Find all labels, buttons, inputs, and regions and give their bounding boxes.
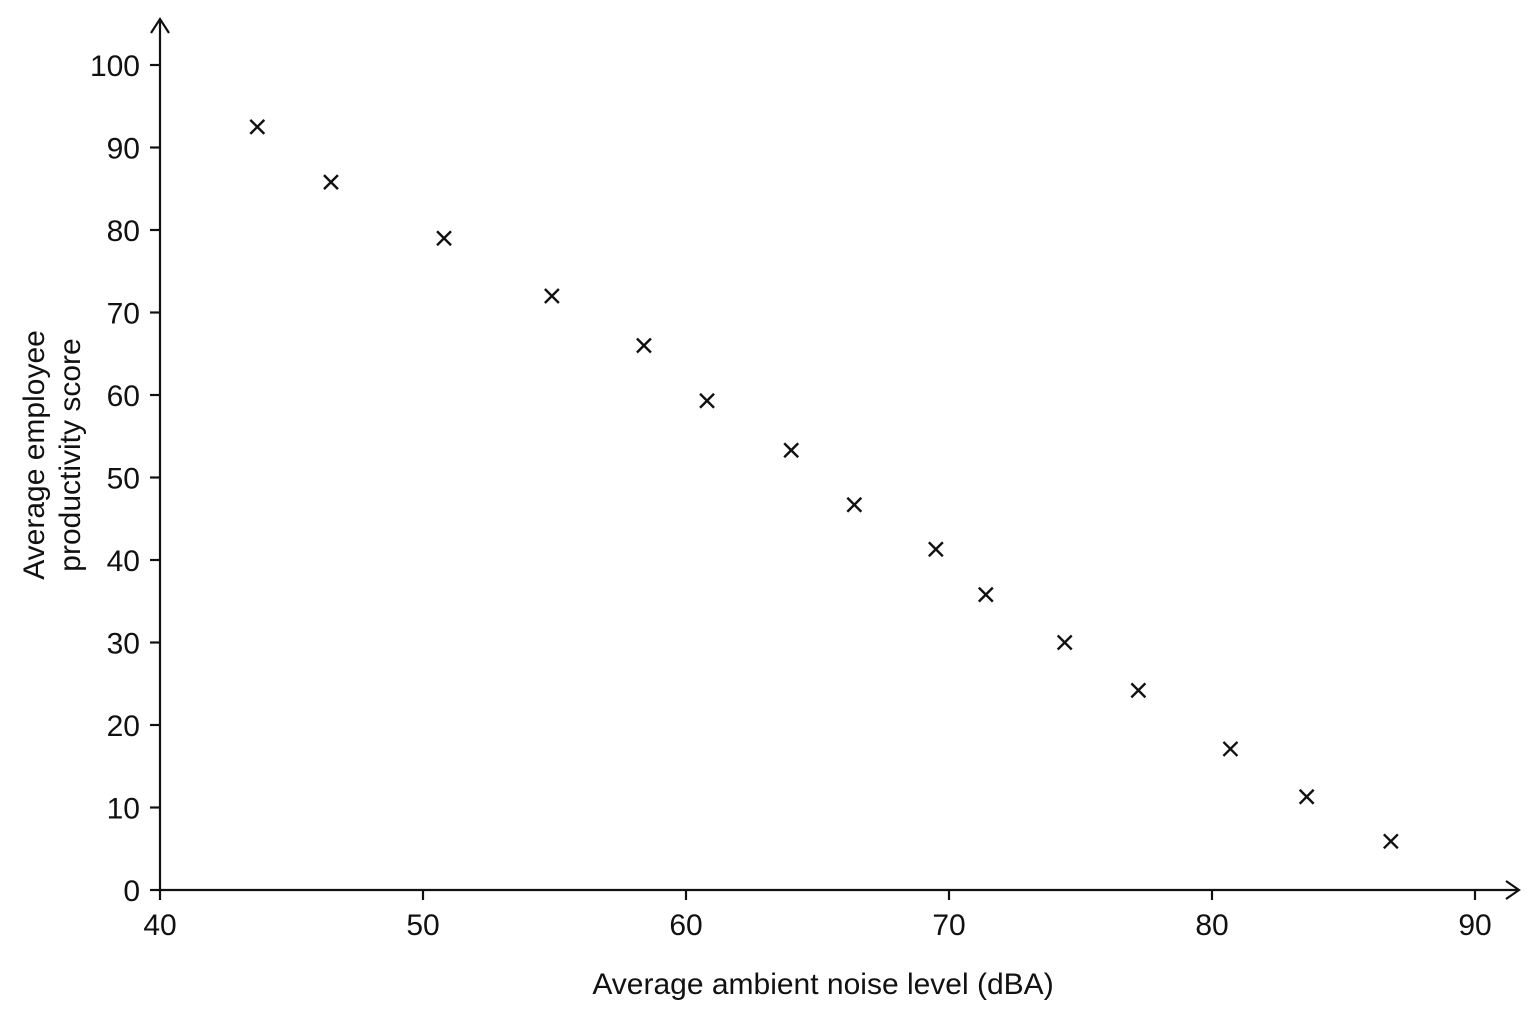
y-axis-arrow: [150, 16, 170, 34]
y-tick-label: 20: [107, 710, 140, 743]
y-tick-label: 70: [107, 298, 140, 331]
data-point: [323, 174, 339, 190]
y-tick-label: 10: [107, 793, 140, 826]
data-point: [636, 337, 652, 354]
data-point: [783, 442, 800, 459]
x-tick-label: 80: [1195, 909, 1228, 942]
data-point: [1298, 788, 1315, 805]
data-point: [1056, 634, 1073, 651]
y-tick-label: 90: [107, 133, 140, 166]
data-point: [1130, 682, 1147, 699]
y-axis-label-line-2: productivity score: [54, 338, 87, 571]
y-axis-label: Average employee: [18, 330, 51, 580]
y-tick-label: 40: [107, 545, 140, 578]
y-tick-label: 30: [107, 628, 140, 661]
x-tick-label: 50: [406, 909, 439, 942]
y-tick-label: 80: [107, 215, 140, 248]
y-tick-label: 60: [107, 380, 140, 413]
data-points: [249, 119, 1399, 850]
x-tick-label: 60: [669, 909, 702, 942]
data-point: [436, 230, 452, 247]
data-point: [699, 392, 715, 409]
x-axis-arrow: [1505, 880, 1521, 900]
data-point: [928, 541, 944, 558]
y-tick-label: 100: [90, 50, 140, 83]
x-tick-label: 70: [932, 909, 965, 942]
data-point: [977, 586, 994, 603]
x-axis-ticks: 40 50 60 70 80 90: [143, 890, 1492, 942]
x-tick-label: 90: [1458, 909, 1491, 942]
y-tick-label: 50: [107, 463, 140, 496]
data-point: [846, 496, 863, 513]
y-axis-ticks: 0 10 20 30 40 50 60 70 80 90 100: [90, 50, 160, 908]
data-point: [249, 119, 266, 135]
data-point: [1382, 833, 1399, 850]
data-point: [1222, 741, 1239, 757]
axes: [150, 16, 1521, 900]
x-axis-label: Average ambient noise level (dBA): [592, 968, 1053, 1001]
data-point: [544, 288, 560, 304]
y-tick-label: 0: [123, 875, 140, 908]
x-tick-label: 40: [143, 909, 176, 942]
